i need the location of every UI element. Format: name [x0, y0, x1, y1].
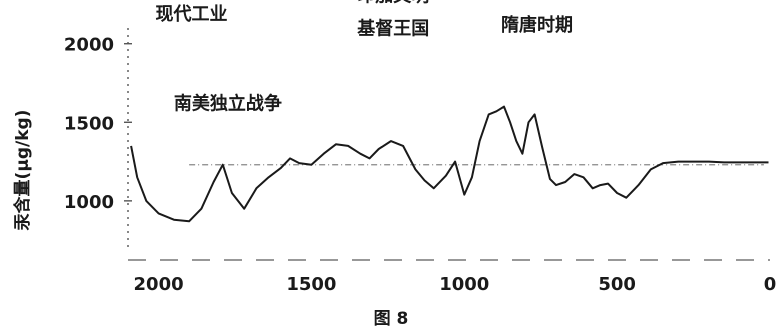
x-tick-label: 1000	[439, 274, 489, 295]
y-tick-label: 2000	[64, 35, 114, 56]
annotation-label: 南美独立战争	[174, 93, 282, 115]
annotation-label: 印加文明	[357, 0, 429, 6]
axes-layer	[127, 28, 770, 261]
annotation-label: 基督王国	[356, 17, 429, 39]
y-tick-label: 1500	[64, 113, 114, 134]
x-tick-label: 500	[598, 274, 636, 295]
annotation-label: 隋唐时期	[501, 14, 573, 36]
tick-label-layer: 2000 1500 1000 500 0 1000 1500 2000	[64, 35, 776, 295]
x-tick-label: 1500	[286, 274, 336, 295]
y-axis-label: 汞含量(μg/kg)	[12, 110, 33, 232]
figure-caption: 图 8	[373, 309, 409, 329]
annotation-label: 玛雅文化	[501, 0, 573, 3]
x-tick-label: 2000	[134, 274, 184, 295]
series-layer	[130, 105, 769, 223]
series-line-0	[130, 105, 769, 223]
annotation-label: 现代工业	[156, 4, 228, 25]
y-tick-label: 1000	[64, 192, 114, 213]
x-tick-label: 0	[764, 274, 777, 295]
